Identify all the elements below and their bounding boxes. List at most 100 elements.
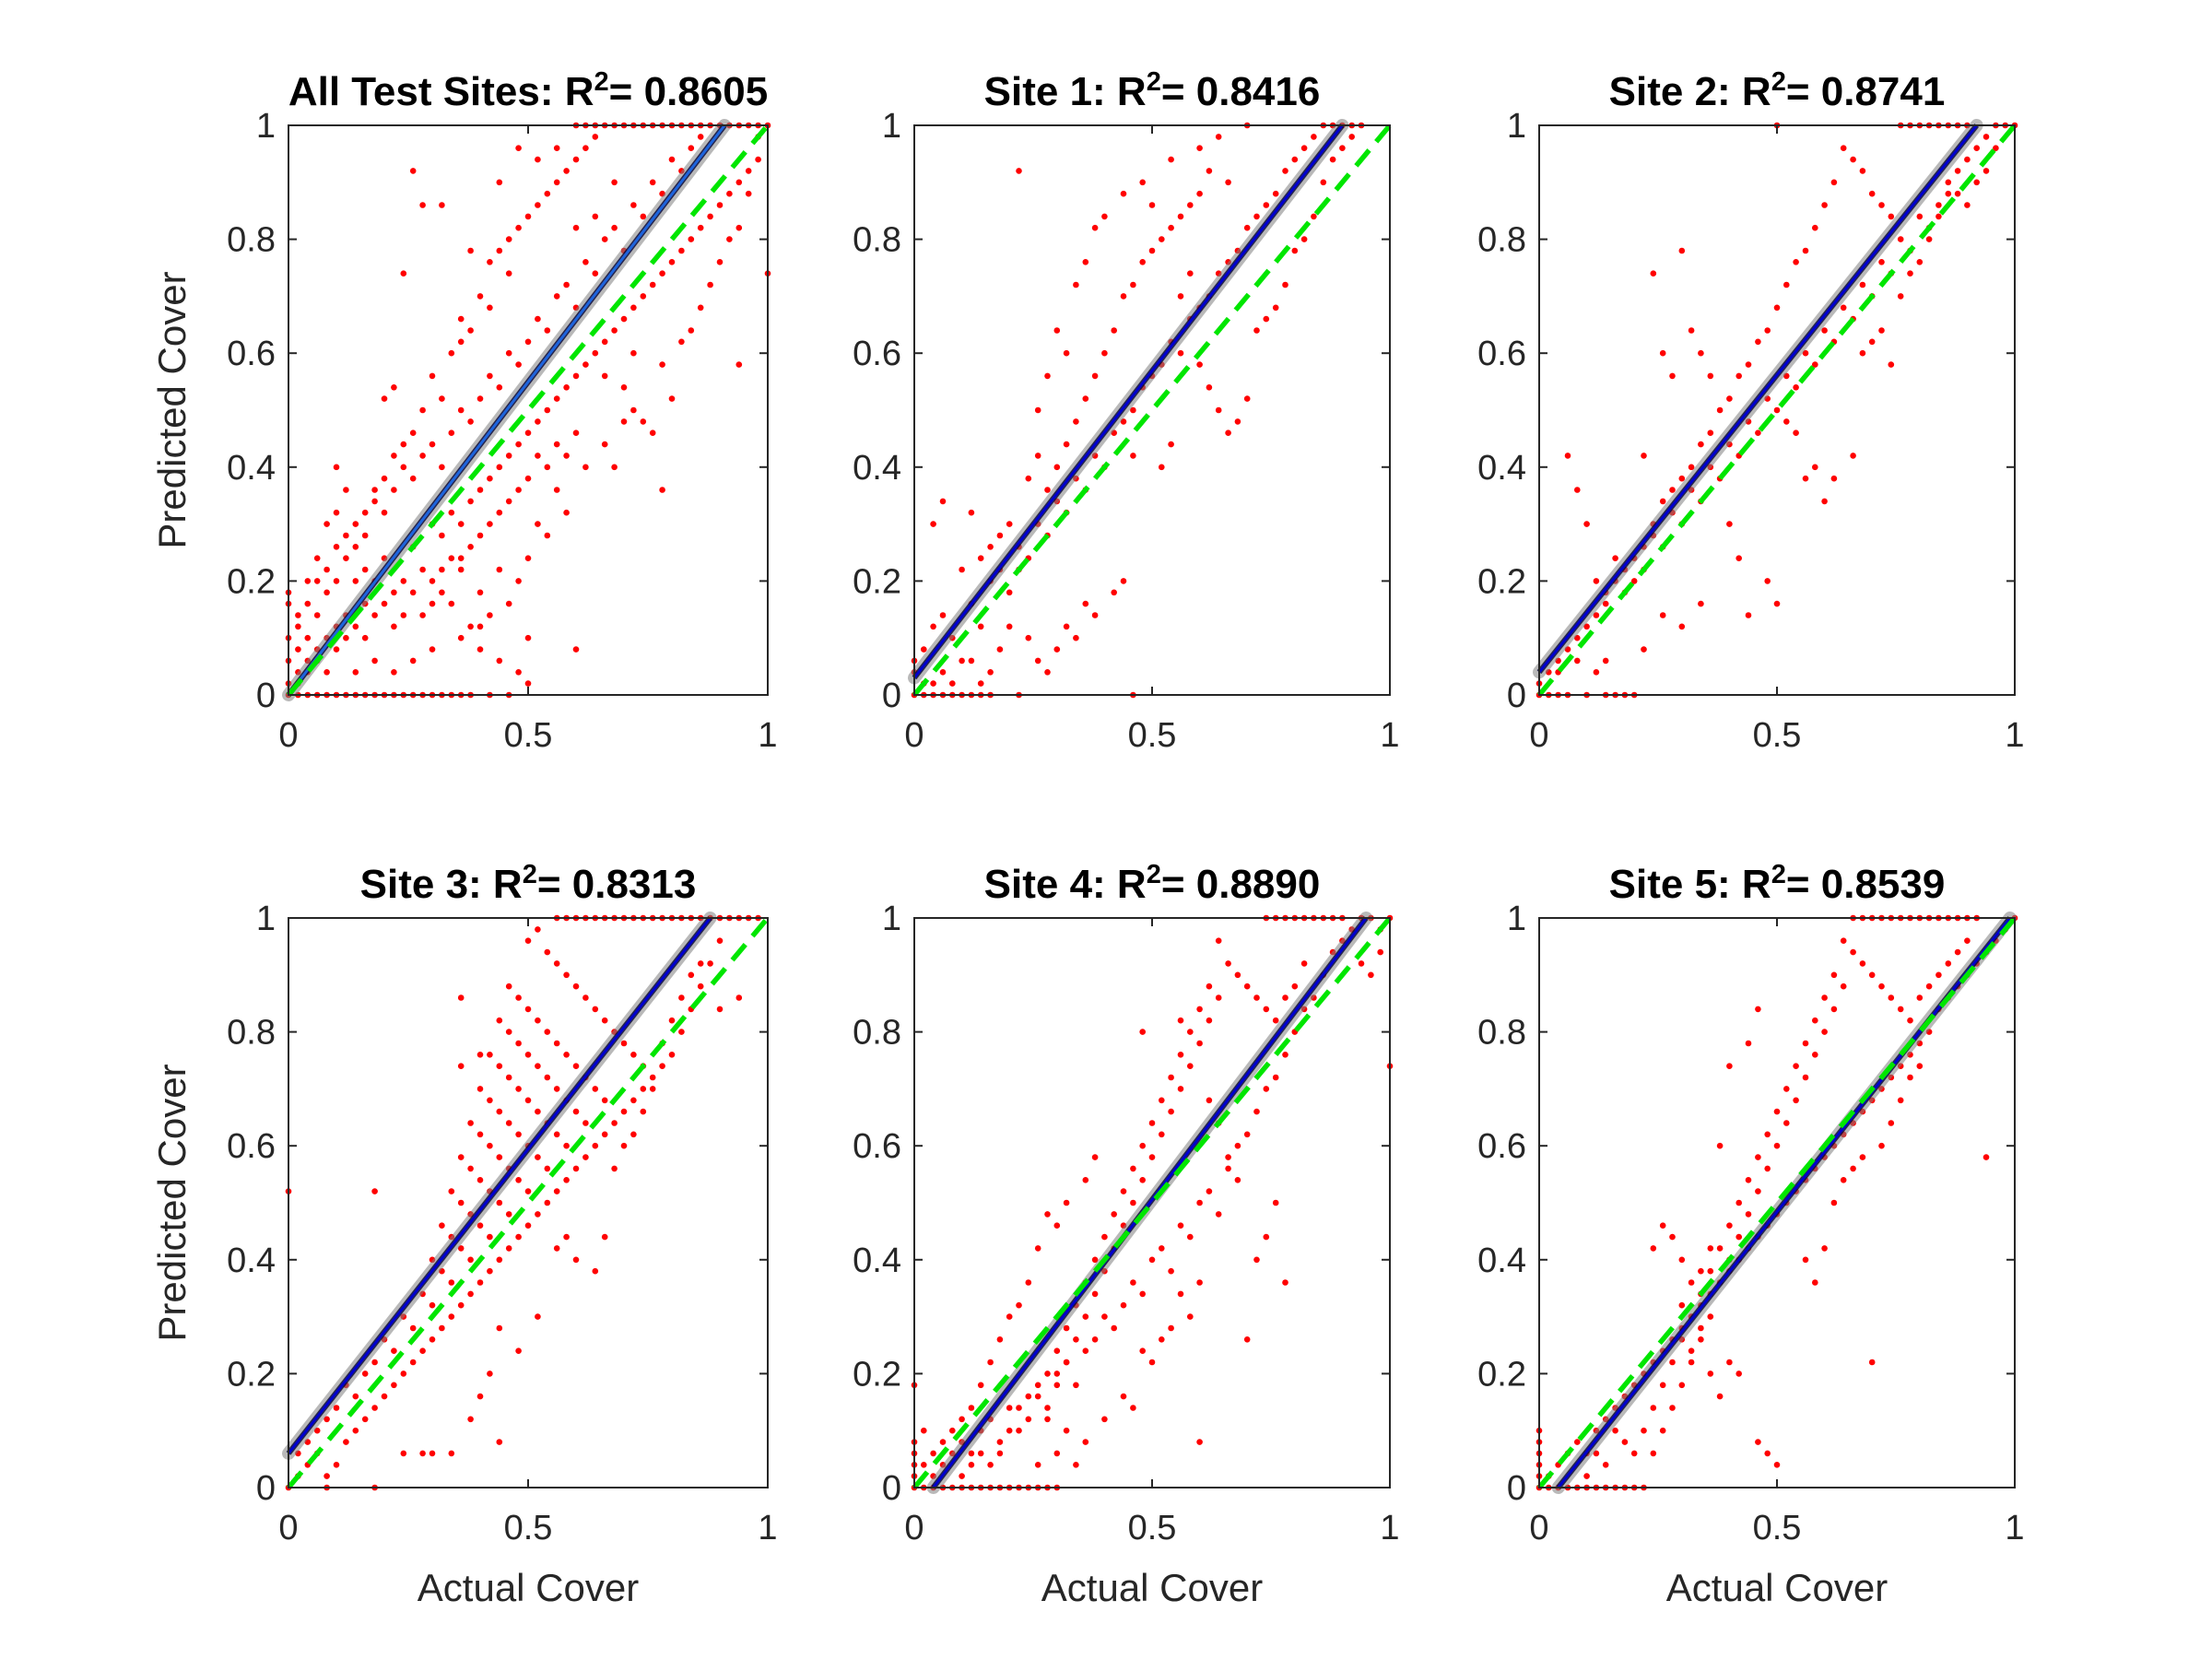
data-point [448,1279,455,1286]
data-point [1936,202,1942,208]
data-point [535,418,541,425]
data-point [1726,1222,1733,1229]
data-point [505,1029,512,1035]
x-tick-label: 0.5 [1128,716,1177,755]
data-point [688,971,695,979]
data-point [611,224,618,231]
data-point [1859,281,1866,288]
y-tick-label: 0.8 [1477,1014,1526,1053]
data-point [630,1097,637,1104]
data-point [1234,418,1241,425]
data-point [391,384,397,391]
data-point [1044,1416,1051,1423]
data-point [716,202,724,208]
data-point [592,1142,599,1149]
fit-line [932,917,1368,1488]
data-point [544,948,551,956]
data-point [467,544,474,550]
data-point [1612,555,1618,561]
data-point [1091,1290,1099,1298]
data-point [1177,349,1184,357]
data-point [668,1052,676,1058]
data-point [1234,971,1241,979]
data-point [611,1165,618,1172]
data-point [1272,1017,1279,1024]
x-axis-label: Actual Cover [418,1566,639,1609]
x-tick-label: 0 [904,716,924,755]
data-point [1850,948,1856,956]
data-point [391,669,397,676]
y-tick-label: 0 [256,1469,276,1508]
data-point [1936,971,1942,979]
data-point [1641,1427,1647,1434]
data-point [1688,327,1695,334]
data-point [1659,498,1666,505]
data-point [457,566,465,573]
data-point [409,1359,417,1366]
data-point [1187,1233,1194,1241]
data-point [496,1017,503,1024]
data-point [361,634,369,641]
data-point [1063,1199,1070,1206]
data-point [1034,657,1041,665]
data-point [939,669,947,676]
data-point [429,372,436,380]
data-point [1130,1199,1136,1206]
data-point [649,1074,656,1081]
data-point [505,1245,512,1252]
data-point [535,1017,541,1024]
chart-panel-6: 0 0.5 1 0 0.2 0.4 0.6 0.8 1 Site 5: R2= 0.8539 Act… [1477,860,2024,1609]
data-point [467,1165,474,1172]
data-point [1234,1142,1241,1149]
data-point [1812,1279,1818,1286]
data-point [1025,1279,1032,1286]
data-point [959,1416,965,1423]
data-point [381,509,388,516]
data-point [304,634,312,641]
data-point [1215,1211,1222,1218]
y-tick-label: 1 [256,900,276,938]
data-point [1830,1006,1838,1013]
data-point [1120,1188,1127,1194]
data-point [592,349,599,357]
data-point [487,1052,493,1058]
data-point [1707,1371,1714,1377]
data-point [1159,1097,1165,1104]
data-point [505,349,512,357]
data-point [1263,1086,1270,1092]
y-tick-label: 0.4 [853,1241,901,1280]
data-point [419,1347,426,1354]
data-point [496,1324,503,1332]
data-point [563,1052,570,1058]
data-point [1678,1256,1686,1264]
data-point [544,1199,551,1206]
data-point [496,1154,503,1160]
data-point [1111,327,1117,334]
data-point [1091,612,1099,618]
data-point [1263,1233,1270,1241]
data-point [1053,1347,1061,1354]
data-point [1878,982,1885,990]
data-point [419,453,426,459]
data-point [361,509,369,516]
data-point [295,623,301,630]
data-point [448,1313,455,1320]
data-point [1678,475,1686,482]
data-point [1225,429,1231,437]
data-point [496,384,503,391]
data-point [381,395,388,402]
x-tick-label: 0 [904,1509,924,1547]
data-point [601,338,608,346]
data-point [333,646,340,653]
data-point [1698,1324,1704,1332]
data-point [1783,1120,1790,1126]
data-point [939,1439,947,1445]
data-point [1630,578,1638,584]
data-point [1034,1393,1041,1400]
data-point [1082,395,1089,402]
data-point [324,1473,330,1479]
data-point [371,1359,378,1366]
data-point [697,304,704,312]
y-tick-label: 0.2 [853,1355,901,1394]
data-point [1868,190,1876,197]
